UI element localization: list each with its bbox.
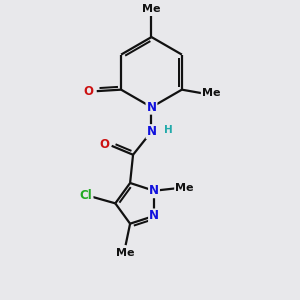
Text: N: N xyxy=(146,125,157,138)
Text: O: O xyxy=(99,138,109,151)
Text: O: O xyxy=(83,85,93,98)
Text: N: N xyxy=(149,184,159,197)
Text: Me: Me xyxy=(142,4,161,14)
Text: Cl: Cl xyxy=(80,189,92,202)
Text: Me: Me xyxy=(175,183,194,194)
Text: N: N xyxy=(149,209,159,222)
Text: Me: Me xyxy=(202,88,220,98)
Text: Me: Me xyxy=(116,248,135,257)
Text: H: H xyxy=(164,125,173,135)
Text: N: N xyxy=(146,101,157,114)
